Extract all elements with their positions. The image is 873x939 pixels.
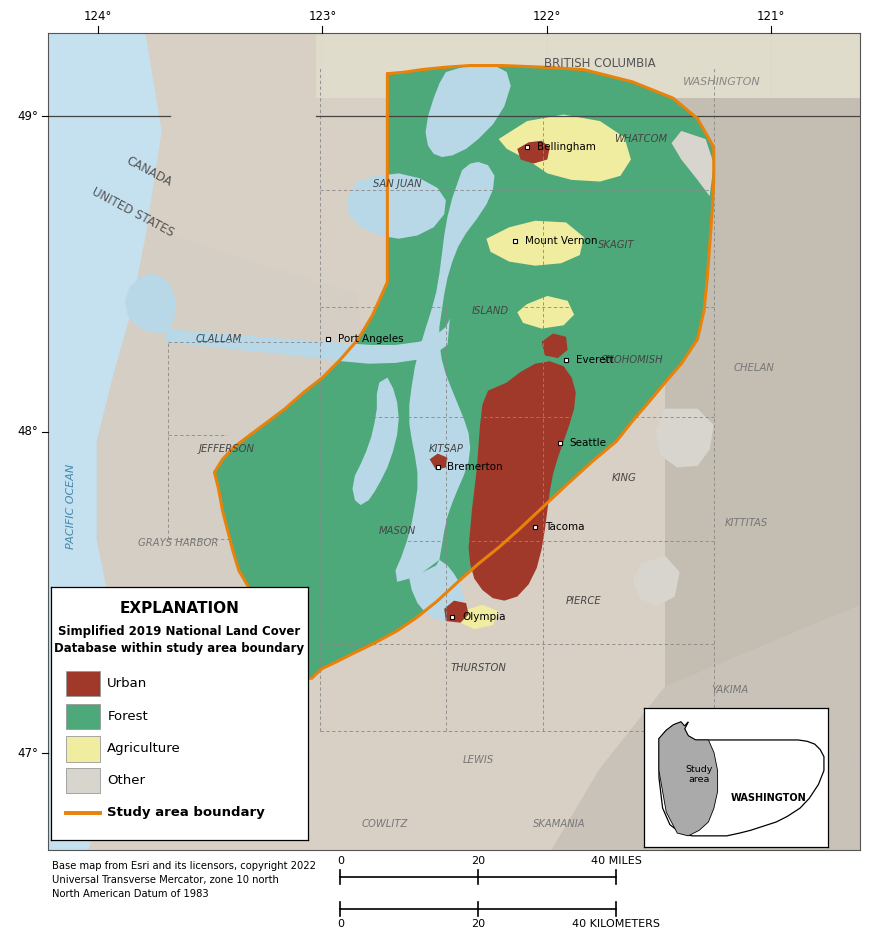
Text: SNOHOMISH: SNOHOMISH — [601, 355, 663, 364]
Text: Other: Other — [107, 774, 145, 787]
Text: 122°: 122° — [533, 10, 560, 23]
Text: CANADA: CANADA — [125, 154, 175, 189]
Text: UNITED STATES: UNITED STATES — [90, 186, 176, 239]
Text: THURSTON: THURSTON — [450, 664, 506, 673]
Text: KITSAP: KITSAP — [429, 444, 464, 454]
Polygon shape — [659, 722, 718, 836]
Text: SKAMANIA: SKAMANIA — [533, 819, 586, 828]
Polygon shape — [425, 64, 511, 157]
Text: WHATCOM: WHATCOM — [614, 134, 667, 144]
Text: KING: KING — [612, 473, 636, 483]
Text: 40 MILES: 40 MILES — [591, 856, 642, 867]
Polygon shape — [460, 605, 498, 629]
Text: Olympia: Olympia — [462, 612, 505, 622]
Text: Port Angeles: Port Angeles — [338, 334, 403, 345]
Text: GRAYS HARBOR: GRAYS HARBOR — [138, 538, 218, 548]
Text: Bellingham: Bellingham — [537, 142, 595, 152]
Text: 0: 0 — [337, 919, 344, 929]
Text: Agriculture: Agriculture — [107, 742, 181, 755]
Text: 20: 20 — [471, 919, 485, 929]
Text: 48°: 48° — [17, 425, 38, 438]
Text: YAKIMA: YAKIMA — [711, 685, 749, 696]
Text: Seattle: Seattle — [569, 438, 606, 448]
Text: WASHINGTON: WASHINGTON — [731, 793, 807, 804]
Polygon shape — [518, 141, 550, 163]
Text: JEFFERSON: JEFFERSON — [199, 444, 255, 454]
Polygon shape — [395, 162, 495, 582]
Text: SKAGIT: SKAGIT — [598, 240, 635, 251]
Text: PACIFIC OCEAN: PACIFIC OCEAN — [65, 464, 76, 549]
Text: 121°: 121° — [756, 10, 785, 23]
Polygon shape — [409, 560, 464, 621]
Polygon shape — [552, 605, 860, 850]
Polygon shape — [215, 66, 714, 678]
FancyBboxPatch shape — [66, 768, 100, 793]
Polygon shape — [48, 196, 373, 621]
Text: Bremerton: Bremerton — [448, 463, 503, 472]
Text: 47°: 47° — [17, 747, 38, 760]
Text: Urban: Urban — [107, 677, 148, 690]
Text: CHELAN: CHELAN — [734, 362, 775, 373]
Polygon shape — [659, 722, 824, 836]
Text: KITTITAS: KITTITAS — [725, 518, 768, 528]
Text: ISLAND: ISLAND — [472, 305, 509, 316]
Polygon shape — [656, 408, 714, 468]
FancyBboxPatch shape — [66, 736, 100, 762]
Text: 20: 20 — [471, 856, 485, 867]
FancyBboxPatch shape — [66, 671, 100, 697]
Polygon shape — [316, 33, 860, 99]
Polygon shape — [125, 274, 176, 333]
Text: EXPLANATION: EXPLANATION — [120, 601, 239, 616]
Text: Study
area: Study area — [685, 765, 713, 784]
Text: SAN JUAN: SAN JUAN — [373, 179, 422, 189]
Text: 40 KILOMETERS: 40 KILOMETERS — [573, 919, 660, 929]
Text: Study area boundary: Study area boundary — [107, 806, 265, 819]
Polygon shape — [486, 221, 584, 266]
Text: Base map from Esri and its licensors, copyright 2022
Universal Transverse Mercat: Base map from Esri and its licensors, co… — [52, 861, 316, 900]
Polygon shape — [498, 115, 631, 181]
Polygon shape — [518, 296, 574, 329]
Polygon shape — [444, 601, 469, 623]
Polygon shape — [469, 362, 576, 601]
Polygon shape — [541, 333, 567, 358]
Text: Simplified 2019 National Land Cover
Database within study area boundary: Simplified 2019 National Land Cover Data… — [54, 625, 305, 654]
Text: 123°: 123° — [308, 10, 337, 23]
Polygon shape — [353, 377, 399, 505]
Polygon shape — [48, 33, 162, 850]
Polygon shape — [633, 556, 680, 607]
Polygon shape — [166, 318, 450, 363]
Text: Tacoma: Tacoma — [545, 522, 584, 532]
Text: 124°: 124° — [84, 10, 113, 23]
Text: BRITISH COLUMBIA: BRITISH COLUMBIA — [544, 56, 656, 69]
Text: Forest: Forest — [107, 710, 148, 723]
Polygon shape — [665, 33, 860, 850]
Text: Mount Vernon: Mount Vernon — [525, 237, 597, 246]
FancyBboxPatch shape — [66, 704, 100, 730]
Polygon shape — [430, 454, 448, 470]
Text: PIERCE: PIERCE — [566, 595, 601, 606]
Text: COWLITZ: COWLITZ — [361, 819, 409, 828]
Text: 49°: 49° — [17, 110, 38, 123]
Polygon shape — [347, 174, 446, 239]
Text: 0: 0 — [337, 856, 344, 867]
Text: WASHINGTON: WASHINGTON — [683, 77, 760, 87]
Text: Everett: Everett — [576, 355, 614, 364]
Polygon shape — [671, 131, 714, 196]
Text: CLALLAM: CLALLAM — [196, 334, 242, 345]
Text: MASON: MASON — [379, 526, 416, 536]
Text: LEWIS: LEWIS — [463, 755, 494, 765]
